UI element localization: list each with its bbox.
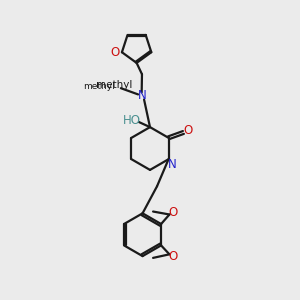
Text: N: N xyxy=(168,158,176,171)
Text: HO: HO xyxy=(123,114,141,127)
Text: O: O xyxy=(184,124,193,137)
Text: O: O xyxy=(168,206,178,219)
Text: O: O xyxy=(111,46,120,59)
Text: methyl: methyl xyxy=(96,80,132,90)
Text: methyl: methyl xyxy=(83,82,115,91)
Text: O: O xyxy=(168,250,178,263)
Text: N: N xyxy=(138,89,146,102)
